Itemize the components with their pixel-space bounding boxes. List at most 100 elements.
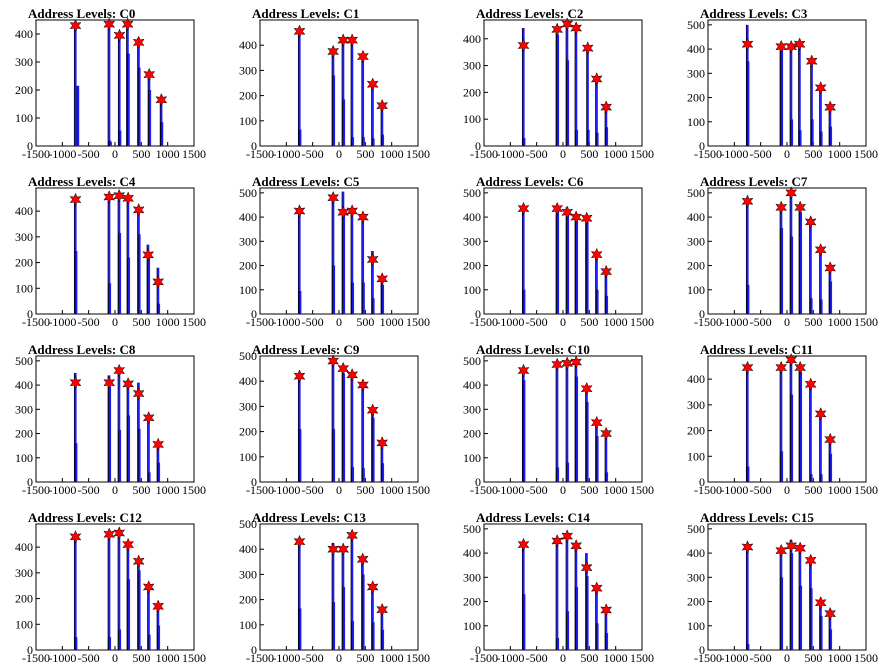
x-tick-label: 1500 (406, 315, 430, 329)
x-tick-label: 0 (336, 483, 342, 497)
x-tick-label: -1500 (22, 315, 50, 329)
peak-star-marker (517, 201, 530, 216)
y-tick-label: 0 (475, 139, 481, 153)
peak-star-marker (152, 437, 165, 452)
x-tick-label: 1000 (828, 315, 852, 329)
chart-title: Address Levels: C0 (28, 6, 135, 21)
peak-star-marker (142, 410, 155, 425)
y-tick-label: 100 (239, 114, 257, 128)
chart-svg: Address Levels: C50100200300400500-1500-… (239, 174, 430, 329)
x-tick-label: -1000 (272, 147, 300, 161)
x-tick-label: -1500 (470, 315, 498, 329)
peak-star-marker (366, 403, 379, 418)
x-tick-label: -1500 (470, 147, 498, 161)
y-tick-label: 200 (239, 425, 257, 439)
y-tick-label: 100 (239, 450, 257, 464)
y-tick-label: 0 (251, 643, 257, 657)
chart-panel: Address Levels: C3 0 100 200 300 400 500 -1500-… (672, 0, 896, 168)
chart-panel: Address Levels: C11 0 100 200 300 400 -1500 -10… (672, 336, 896, 504)
peak-star-marker (132, 386, 145, 401)
peak-star-marker (794, 541, 807, 556)
y-tick-label: 100 (15, 451, 33, 465)
x-tick-label: -500 (750, 483, 772, 497)
x-tick-label: 0 (112, 315, 118, 329)
y-tick-label: 400 (687, 372, 705, 386)
peak-star-marker (561, 529, 574, 543)
y-tick-label: 100 (687, 115, 705, 129)
y-tick-label: 0 (27, 643, 33, 657)
x-tick-label: -1500 (470, 651, 498, 665)
x-tick-label: 500 (132, 315, 150, 329)
x-tick-label: -1500 (22, 147, 50, 161)
y-tick-label: 200 (15, 592, 33, 606)
x-tick-label: -500 (78, 315, 100, 329)
x-tick-label: 1000 (828, 651, 852, 665)
y-tick-label: 200 (15, 256, 33, 270)
x-tick-label: -1000 (496, 315, 524, 329)
y-tick-label: 500 (687, 522, 705, 536)
x-tick-label: 0 (784, 147, 790, 161)
plot-frame (259, 187, 419, 315)
x-tick-label: 1500 (182, 147, 206, 161)
x-tick-label: 0 (336, 651, 342, 665)
peak-star-marker (69, 530, 82, 544)
x-tick-label: -500 (750, 315, 772, 329)
peak-star-marker (327, 354, 340, 368)
peak-star-marker (293, 369, 306, 384)
peak-star-marker (103, 527, 116, 542)
x-tick-label: 1000 (828, 483, 852, 497)
chart-svg: Address Levels: C14 0 100 200 300 400 500 -1500… (463, 510, 654, 665)
chart-panel: Address Levels: C14 0 100 200 300 400 500 -1500… (448, 504, 672, 672)
x-tick-label: -500 (526, 651, 548, 665)
peak-star-marker (103, 375, 116, 390)
x-tick-label: 500 (356, 483, 374, 497)
x-tick-label: 500 (132, 651, 150, 665)
x-tick-label: -500 (750, 651, 772, 665)
chart-title: Address Levels: C4 (28, 174, 136, 189)
x-tick-label: 500 (356, 147, 374, 161)
x-tick-label: 0 (560, 483, 566, 497)
chart-title: Address Levels: C13 (252, 510, 366, 525)
peak-star-marker (775, 200, 788, 215)
peak-star-marker (580, 381, 593, 396)
y-tick-label: 200 (239, 593, 257, 607)
y-tick-label: 0 (699, 475, 705, 489)
y-tick-label: 200 (687, 424, 705, 438)
y-tick-label: 100 (15, 617, 33, 631)
y-tick-label: 300 (687, 398, 705, 412)
x-tick-label: 1500 (854, 147, 878, 161)
y-tick-label: 400 (15, 540, 33, 554)
plot-frame (707, 19, 867, 147)
y-tick-label: 300 (687, 570, 705, 584)
chart-title: Address Levels: C3 (700, 6, 808, 21)
peak-star-marker (142, 248, 155, 262)
chart-title: Address Levels: C7 (700, 174, 808, 189)
y-tick-label: 0 (27, 475, 33, 489)
x-tick-label: 0 (112, 147, 118, 161)
peak-star-marker (122, 191, 135, 206)
peak-star-marker (570, 355, 583, 369)
peak-star-marker (775, 39, 788, 54)
peak-star-marker (814, 81, 827, 95)
peak-star-marker (132, 35, 145, 50)
plot-frame (35, 187, 195, 315)
x-tick-label: 500 (804, 315, 822, 329)
y-tick-label: 100 (15, 111, 33, 125)
peak-star-marker (113, 188, 126, 203)
y-tick-label: 300 (687, 66, 705, 80)
y-tick-label: 400 (239, 210, 257, 224)
x-tick-label: 1000 (828, 147, 852, 161)
y-tick-label: 400 (15, 204, 33, 218)
y-tick-label: 100 (15, 281, 33, 295)
peak-star-marker (785, 186, 798, 200)
x-tick-label: -1000 (720, 483, 748, 497)
x-tick-label: 1000 (380, 315, 404, 329)
plot-frame (35, 19, 195, 147)
peak-star-marker (793, 37, 806, 52)
x-tick-label: -1000 (496, 483, 524, 497)
x-tick-label: 500 (356, 651, 374, 665)
peak-star-marker (366, 77, 379, 92)
x-tick-label: 0 (560, 315, 566, 329)
peak-star-marker (517, 38, 530, 53)
chart-panel: Address Levels: C10 0 100 200 300 400 500 -1500… (448, 336, 672, 504)
